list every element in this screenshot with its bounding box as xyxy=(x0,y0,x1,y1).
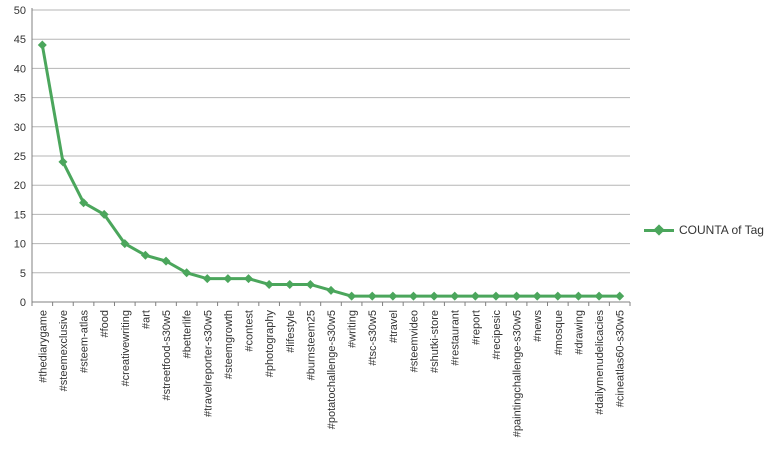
x-axis-category-label: #betterlife xyxy=(182,310,194,358)
data-point-marker xyxy=(512,291,522,301)
x-axis-category-label: #steemgrowth xyxy=(223,310,235,379)
x-axis-category-label: #travel xyxy=(388,310,400,343)
x-axis-category-label: #news xyxy=(532,310,544,342)
data-point-marker xyxy=(161,256,171,266)
data-point-marker xyxy=(264,279,274,289)
x-axis-category-label: #paintingchallenge-s30w5 xyxy=(512,310,524,437)
x-axis-category-label: #cineatlas60-s30w5 xyxy=(615,310,627,407)
y-axis-tick-label: 5 xyxy=(20,268,26,280)
y-axis-tick-label: 25 xyxy=(14,151,26,163)
legend-line-sample xyxy=(644,223,674,236)
legend-diamond-icon xyxy=(653,223,665,236)
x-axis-category-label: #drawing xyxy=(573,310,585,355)
x-axis-category-label: #shutki-store xyxy=(429,310,441,373)
x-axis-category-label: #contest xyxy=(244,310,256,352)
x-axis-category-label: #thediarygame xyxy=(37,310,49,383)
series-line xyxy=(40,43,622,298)
legend: COUNTA of Tag xyxy=(644,223,764,237)
x-axis-category-label: #recipesic xyxy=(491,310,503,360)
data-point-marker xyxy=(182,268,192,278)
y-axis-tick-label: 35 xyxy=(14,93,26,105)
x-axis-category-label: #mosque xyxy=(553,310,565,355)
x-axis-category-label: #burnsteem25 xyxy=(305,310,317,380)
data-point-marker xyxy=(99,209,109,219)
x-axis-category-label: #creativewriting xyxy=(120,310,132,386)
data-point-marker xyxy=(594,291,604,301)
x-axis-category-label: #lifestyle xyxy=(285,310,297,353)
data-point-marker xyxy=(573,291,583,301)
data-point-marker xyxy=(305,279,315,289)
data-point-marker xyxy=(615,291,625,301)
data-point-marker xyxy=(202,274,212,284)
legend-label: COUNTA of Tag xyxy=(679,223,764,237)
y-axis-tick-label: 45 xyxy=(14,34,26,46)
y-axis-tick-label: 50 xyxy=(14,5,26,17)
y-axis-tick-label: 30 xyxy=(14,122,26,134)
data-point-marker xyxy=(532,291,542,301)
data-point-marker xyxy=(140,250,150,260)
data-point-marker xyxy=(553,291,563,301)
data-point-marker xyxy=(223,274,233,284)
x-axis-category-label: #photography xyxy=(264,310,276,378)
x-axis-category-label: #tsc-s30w5 xyxy=(367,310,379,366)
data-point-marker xyxy=(470,291,480,301)
x-axis-category-label: #travelreporter-s30w5 xyxy=(202,310,214,417)
x-axis-category-label: #steem-atlas xyxy=(79,310,91,373)
x-axis-category-label: #potatochallenge-s30w5 xyxy=(326,310,338,429)
data-point-marker xyxy=(285,279,295,289)
x-axis-category-label: #streetfood-s30w5 xyxy=(161,310,173,401)
x-axis-category-label: #art xyxy=(140,310,152,329)
data-point-marker xyxy=(326,285,336,295)
x-axis-category-label: #dailymenudelicacies xyxy=(594,310,606,415)
x-axis-category-label: #steemvideo xyxy=(408,310,420,372)
data-point-marker xyxy=(491,291,501,301)
data-point-marker xyxy=(388,291,398,301)
data-point-marker xyxy=(244,274,254,284)
data-point-marker xyxy=(408,291,418,301)
data-point-marker xyxy=(450,291,460,301)
x-axis-category-label: #steemexclusive xyxy=(58,310,70,391)
y-axis-tick-label: 20 xyxy=(14,180,26,192)
x-axis-category-label: #restaurant xyxy=(450,310,462,366)
data-point-marker xyxy=(367,291,377,301)
data-point-marker xyxy=(429,291,439,301)
y-axis-tick-label: 0 xyxy=(20,297,26,309)
x-axis-category-label: #report xyxy=(470,310,482,345)
data-point-marker xyxy=(58,157,68,167)
y-axis-tick-label: 10 xyxy=(14,239,26,251)
data-point-marker xyxy=(120,239,130,249)
data-point-marker xyxy=(37,40,47,50)
data-point-marker xyxy=(79,198,89,208)
x-axis-category-label: #writing xyxy=(347,310,359,348)
y-axis-tick-label: 15 xyxy=(14,209,26,221)
y-axis-tick-label: 40 xyxy=(14,63,26,75)
x-axis-category-label: #food xyxy=(99,310,111,338)
data-point-marker xyxy=(347,291,357,301)
